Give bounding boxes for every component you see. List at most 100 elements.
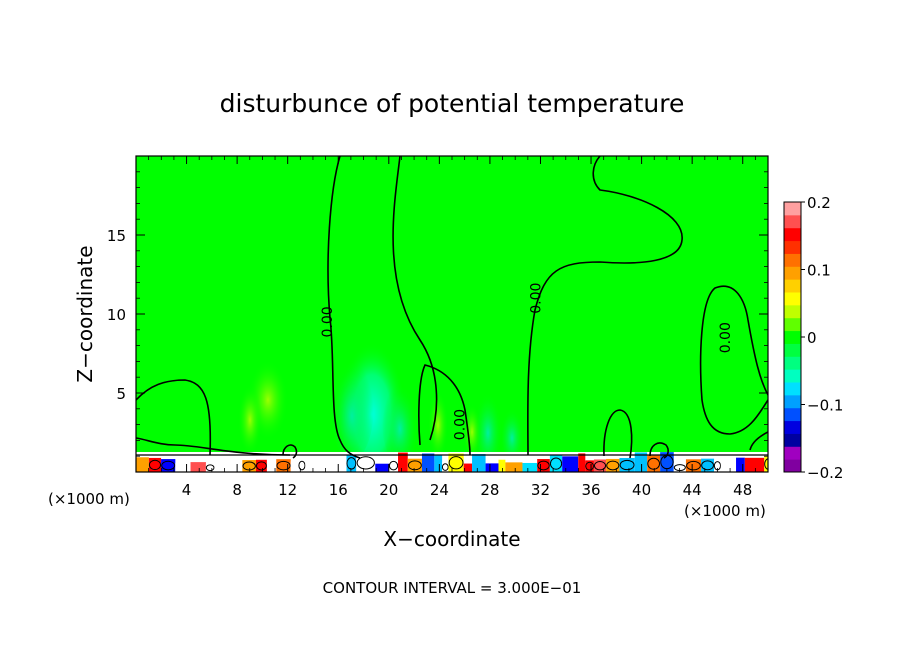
contour-line-left-lobe (136, 379, 212, 456)
surface-eddy-38 (585, 461, 595, 471)
surface-cell-0 (136, 457, 149, 472)
x-tick-label-2: 12 (278, 481, 297, 499)
surface-cell-22 (398, 452, 408, 472)
contour-label-3: 0.00 (718, 322, 734, 353)
colorbar-swatch-2 (784, 433, 801, 447)
anomaly-lime-mid (238, 385, 262, 455)
anomaly-lime-center (428, 390, 448, 460)
x-tick-label-11: 48 (733, 481, 752, 499)
surface-eddy-10 (256, 461, 267, 471)
colorbar-swatch-17 (784, 240, 801, 254)
colorbar: 0.2 0.1 0 −0.1 −0.2 (783, 194, 843, 482)
zero-contours (136, 156, 768, 459)
contour-line-east-bump (603, 409, 633, 459)
surface-eddy-39 (593, 461, 607, 471)
contour-line-plume-east (392, 156, 438, 441)
surface-cell-42 (634, 452, 648, 472)
surface-cell-49 (720, 462, 737, 472)
surface-eddy-9 (242, 461, 256, 471)
y-tick-label-1: 10 (107, 306, 126, 324)
surface-eddy-34 (537, 460, 550, 471)
surface-eddy-18 (346, 457, 357, 470)
surface-cell-25 (434, 454, 443, 472)
surface-cell-5 (205, 463, 215, 472)
colorbar-swatch-8 (784, 356, 801, 370)
surface-cell-13 (290, 461, 299, 472)
surface-cell-36 (562, 456, 579, 472)
anomaly-lime-east (463, 404, 481, 460)
surface-cell-15 (305, 460, 325, 472)
x-tick-label-10: 44 (683, 481, 702, 499)
surface-eddy-43 (647, 457, 661, 470)
y-tick-label-2: 15 (107, 227, 126, 245)
surface-eddy-26 (441, 463, 449, 471)
x-tick-label-0: 4 (182, 481, 192, 499)
colorbar-tick-label-0: 0.2 (807, 194, 831, 212)
x-unit-right: (×1000 m) (684, 502, 766, 520)
surface-eddy-1 (148, 459, 162, 471)
x-ticks: 4 8 12 16 20 24 28 32 36 40 44 48 (148, 156, 756, 499)
surface-layer (136, 452, 768, 472)
contour-line-left-base (136, 437, 291, 456)
surface-cell-26 (442, 462, 449, 472)
surface-cell-4 (190, 462, 206, 472)
colorbar-tick-label-2: 0 (807, 329, 817, 347)
surface-cell-8 (233, 452, 243, 472)
surface-cell-20 (375, 463, 390, 472)
colorbar-swatch-10 (784, 330, 801, 344)
surface-cell-45 (673, 463, 686, 472)
contour-line-ridge (418, 364, 471, 456)
surface-cell-52 (764, 456, 768, 472)
surface-cell-7 (222, 457, 234, 472)
x-tick-label-4: 20 (379, 481, 398, 499)
anomaly-cyan-right (474, 385, 502, 465)
surface-cell-30 (485, 463, 499, 472)
contour-label-1: 0.00 (453, 409, 469, 440)
surface-cell-31 (498, 459, 506, 472)
x-tick-label-3: 16 (329, 481, 348, 499)
colorbar-swatch-15 (784, 266, 801, 280)
colorbar-tick-label-3: −0.1 (807, 397, 843, 415)
contour-line-far-east-base (749, 431, 768, 451)
colorbar-swatch-1 (784, 446, 801, 460)
colorbar-swatch-20 (784, 202, 801, 216)
colorbar-swatch-7 (784, 369, 801, 383)
contour-line-small-bubble-2 (649, 442, 669, 459)
colorbar-swatch-6 (784, 382, 801, 396)
x-tick-label-5: 24 (430, 481, 449, 499)
colorbar-swatch-19 (784, 214, 801, 229)
surface-eddy-52 (764, 458, 768, 470)
y-axis-label: Z−coordinate (73, 245, 97, 382)
surface-eddy-19 (356, 456, 375, 470)
surface-eddy-46 (686, 460, 701, 471)
colorbar-swatch-14 (784, 279, 801, 293)
surface-cell-38 (585, 460, 594, 472)
y-ticks: 5 10 15 (107, 171, 768, 457)
surface-cell-18 (346, 454, 357, 472)
surface-cell-17 (336, 461, 347, 472)
colorbar-swatch-12 (784, 304, 801, 319)
surface-eddy-21 (388, 460, 399, 471)
surface-cell-6 (214, 458, 223, 472)
colorbar-swatch-0 (784, 459, 801, 473)
field-shading (136, 328, 768, 472)
surface-cell-16 (324, 453, 337, 472)
surface-cell-29 (472, 454, 486, 472)
surface-eddy-35 (549, 457, 563, 470)
colorbar-swatch-11 (784, 317, 801, 332)
surface-cell-14 (298, 459, 306, 472)
x-unit-left: (×1000 m) (48, 490, 130, 508)
x-tick-label-6: 28 (480, 481, 499, 499)
surface-cell-51 (744, 457, 765, 472)
colorbar-swatch-4 (784, 407, 801, 422)
chart-title: disturbunce of potential temperature (220, 89, 685, 118)
colorbar-swatch-5 (784, 394, 801, 409)
surface-eddy-47 (701, 460, 714, 471)
surface-cell-24 (421, 453, 435, 472)
colorbar-swatch-16 (784, 253, 801, 267)
surface-cell-48 (714, 459, 721, 472)
surface-cell-3 (175, 463, 191, 472)
colorbar-swatch-3 (784, 420, 801, 434)
contour-label-2: 0.00 (528, 283, 544, 314)
